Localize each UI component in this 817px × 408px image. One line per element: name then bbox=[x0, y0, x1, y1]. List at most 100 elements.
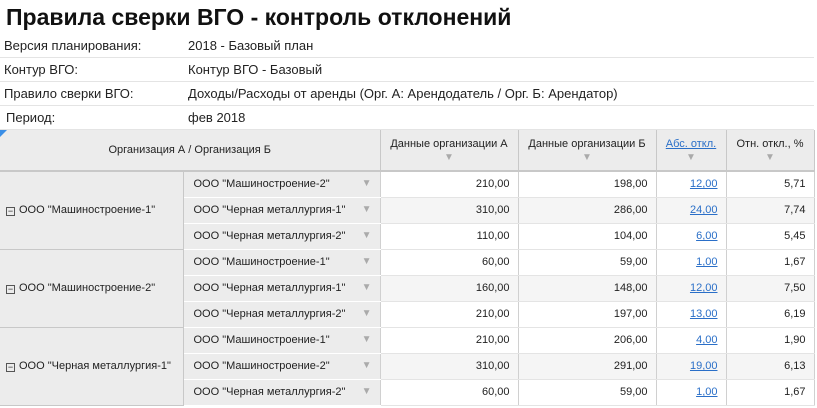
header-rel[interactable]: Отн. откл., % ▼ bbox=[726, 130, 815, 172]
org-b-cell: ООО "Машиностроение-1" ▼ bbox=[183, 249, 381, 276]
group-org-a: − ООО "Черная металлургия-1" bbox=[0, 327, 184, 406]
rel-dev-cell: 7,50 bbox=[726, 275, 815, 302]
filter-icon[interactable]: ▼ bbox=[686, 152, 696, 163]
abs-dev-link[interactable]: 12,00 bbox=[689, 282, 718, 294]
abs-dev-link[interactable]: 13,00 bbox=[689, 308, 718, 320]
table-row: ООО "Черная металлургия-1" ▼ 160,00 148,00 1… bbox=[0, 275, 815, 302]
filter-icon[interactable]: ▼ bbox=[361, 256, 372, 267]
abs-dev-cell: 19,00 bbox=[656, 353, 727, 380]
filter-icon[interactable]: ▼ bbox=[582, 152, 592, 163]
header-label: Данные организации А bbox=[390, 138, 508, 150]
rel-dev-cell: 6,19 bbox=[726, 301, 815, 328]
rel-dev-cell: 7,74 bbox=[726, 197, 815, 224]
org-b-name: ООО "Черная металлургия-1" bbox=[193, 282, 346, 294]
rel-dev-cell: 1,67 bbox=[726, 249, 815, 276]
filter-icon[interactable]: ▼ bbox=[765, 152, 775, 163]
org-b-cell: ООО "Машиностроение-2" ▼ bbox=[183, 171, 381, 198]
filter-icon[interactable]: ▼ bbox=[361, 204, 372, 215]
abs-dev-cell: 24,00 bbox=[656, 197, 727, 224]
abs-dev-cell: 1,00 bbox=[656, 379, 727, 406]
table-row: − ООО "Машиностроение-1" ООО "Машиностроен… bbox=[0, 171, 815, 250]
data-a-cell: 310,00 bbox=[380, 353, 519, 380]
info-value[interactable]: фев 2018 bbox=[188, 110, 246, 125]
filter-icon[interactable]: ▼ bbox=[361, 282, 372, 293]
data-a-cell: 110,00 bbox=[380, 223, 519, 250]
org-b-name: ООО "Черная металлургия-2" bbox=[193, 230, 346, 242]
filter-icon[interactable]: ▼ bbox=[361, 230, 372, 241]
data-a-cell: 210,00 bbox=[380, 301, 519, 328]
abs-dev-link[interactable]: 24,00 bbox=[689, 204, 718, 216]
data-a-cell: 60,00 bbox=[380, 379, 519, 406]
header-data-b[interactable]: Данные организации Б ▼ bbox=[518, 130, 657, 172]
abs-dev-cell: 1,00 bbox=[656, 249, 727, 276]
table-row: − ООО "Черная металлургия-1" ООО "Машиност… bbox=[0, 327, 815, 406]
header-org[interactable]: Организация А / Организация Б bbox=[0, 130, 381, 172]
info-value[interactable]: Контур ВГО - Базовый bbox=[188, 62, 323, 77]
rel-dev-cell: 1,67 bbox=[726, 379, 815, 406]
filter-icon[interactable]: ▼ bbox=[361, 386, 372, 397]
rel-dev-cell: 1,90 bbox=[726, 327, 815, 354]
info-label: Версия планирования: bbox=[4, 38, 142, 53]
info-label: Период: bbox=[6, 110, 56, 125]
org-b-cell: ООО "Машиностроение-1" ▼ bbox=[183, 327, 381, 354]
corner-marker bbox=[0, 130, 7, 137]
filter-icon[interactable]: ▼ bbox=[361, 178, 372, 190]
page-title: Правила сверки ВГО - контроль отклонений bbox=[6, 4, 512, 30]
rel-dev-cell: 5,71 bbox=[726, 171, 815, 198]
org-b-cell: ООО "Черная металлургия-2" ▼ bbox=[183, 379, 381, 406]
info-label: Контур ВГО: bbox=[4, 62, 78, 77]
header-data-a[interactable]: Данные организации А ▼ bbox=[380, 130, 519, 172]
collapse-icon[interactable]: − bbox=[6, 284, 15, 294]
table-row: ООО "Машиностроение-2" ▼ 310,00 291,00 19,00… bbox=[0, 353, 815, 380]
rel-dev-cell: 5,45 bbox=[726, 223, 815, 250]
reconciliation-table: Организация А / Организация Б Данные орг… bbox=[0, 130, 815, 406]
info-row-period: Период: фев 2018 bbox=[0, 106, 814, 130]
org-a-name: ООО "Черная металлургия-1" bbox=[19, 360, 171, 372]
data-a-cell: 310,00 bbox=[380, 197, 519, 224]
data-b-cell: 148,00 bbox=[518, 275, 657, 302]
info-value[interactable]: 2018 - Базовый план bbox=[188, 38, 314, 53]
table-row: ООО "Черная металлургия-2" ▼ 110,00 104,00 6… bbox=[0, 223, 815, 250]
org-a-name: ООО "Машиностроение-2" bbox=[19, 282, 156, 294]
org-b-name: ООО "Машиностроение-1" bbox=[193, 334, 330, 346]
org-b-cell: ООО "Черная металлургия-1" ▼ bbox=[183, 197, 381, 224]
abs-dev-cell: 6,00 bbox=[656, 223, 727, 250]
info-row-contour: Контур ВГО: Контур ВГО - Базовый bbox=[0, 58, 814, 82]
table-row: ООО "Черная металлургия-2" ▼ 210,00 197,00 1… bbox=[0, 301, 815, 328]
abs-dev-link[interactable]: 19,00 bbox=[689, 360, 718, 372]
info-row-rule: Правило сверки ВГО: Доходы/Расходы от аре… bbox=[0, 82, 814, 106]
abs-dev-link[interactable]: 12,00 bbox=[689, 178, 718, 191]
abs-dev-link[interactable]: 1,00 bbox=[696, 386, 718, 398]
collapse-icon[interactable]: − bbox=[6, 362, 15, 372]
data-b-cell: 291,00 bbox=[518, 353, 657, 380]
info-value[interactable]: Доходы/Расходы от аренды (Орг. А: Арендо… bbox=[188, 86, 618, 101]
filter-icon[interactable]: ▼ bbox=[361, 308, 372, 319]
table-row: − ООО "Машиностроение-2" ООО "Машиностроен… bbox=[0, 249, 815, 328]
data-b-cell: 206,00 bbox=[518, 327, 657, 354]
rel-dev-cell: 6,13 bbox=[726, 353, 815, 380]
org-b-name: ООО "Машиностроение-2" bbox=[193, 178, 330, 191]
data-b-cell: 286,00 bbox=[518, 197, 657, 224]
header-abs[interactable]: Абс. откл. ▼ bbox=[656, 130, 727, 172]
group-org-a: − ООО "Машиностроение-2" bbox=[0, 249, 184, 328]
abs-dev-link[interactable]: 4,00 bbox=[696, 334, 718, 346]
org-b-name: ООО "Машиностроение-2" bbox=[193, 360, 330, 372]
collapse-icon[interactable]: − bbox=[6, 206, 15, 217]
data-a-cell: 160,00 bbox=[380, 275, 519, 302]
abs-dev-cell: 13,00 bbox=[656, 301, 727, 328]
abs-dev-link[interactable]: 6,00 bbox=[696, 230, 718, 242]
header-label[interactable]: Абс. откл. bbox=[665, 138, 717, 150]
info-row-version: Версия планирования: 2018 - Базовый план bbox=[0, 34, 814, 58]
abs-dev-cell: 12,00 bbox=[656, 275, 727, 302]
org-a-name: ООО "Машиностроение-1" bbox=[19, 204, 156, 217]
table-row: ООО "Черная металлургия-1" ▼ 310,00 286,00 2… bbox=[0, 197, 815, 224]
filter-icon[interactable]: ▼ bbox=[361, 360, 372, 371]
abs-dev-link[interactable]: 1,00 bbox=[696, 256, 718, 268]
abs-dev-cell: 12,00 bbox=[656, 171, 727, 198]
header-label: Организация А / Организация Б bbox=[108, 144, 272, 156]
data-b-cell: 59,00 bbox=[518, 249, 657, 276]
group-org-a: − ООО "Машиностроение-1" bbox=[0, 171, 184, 250]
org-b-name: ООО "Черная металлургия-1" bbox=[193, 204, 346, 216]
filter-icon[interactable]: ▼ bbox=[444, 152, 454, 163]
filter-icon[interactable]: ▼ bbox=[361, 334, 372, 345]
